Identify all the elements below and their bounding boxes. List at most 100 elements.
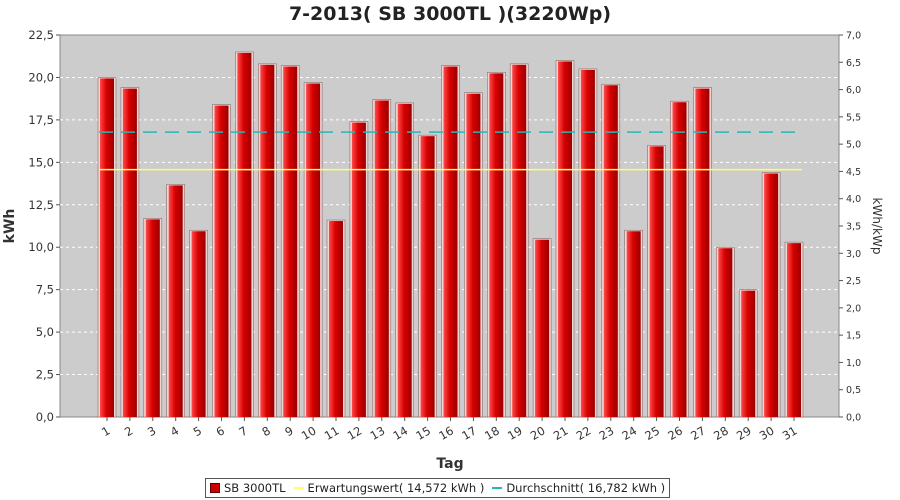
legend-item-average: Durchschnitt( 16,782 kWh ): [492, 481, 665, 495]
reference-lines: [99, 131, 802, 171]
x-tick-label: 24: [620, 423, 640, 442]
bar: [100, 78, 114, 417]
y-tick-label: 0,0: [36, 410, 54, 424]
bar: [764, 173, 779, 417]
bar: [626, 231, 641, 417]
y-right-tick-label: 1,5: [846, 331, 861, 342]
bar: [168, 185, 183, 417]
bar: [558, 61, 572, 417]
x-tick-label: 13: [368, 423, 388, 442]
legend-item-expected: Erwartungswert( 14,572 kWh ): [293, 481, 485, 495]
x-tick-label: 22: [574, 423, 594, 442]
bar: [351, 122, 366, 417]
bar: [214, 105, 229, 417]
bar: [718, 248, 733, 417]
y-tick-label: 20,0: [28, 70, 54, 84]
bar: [122, 88, 137, 418]
y-right-tick-label: 6,5: [846, 58, 861, 69]
bar: [741, 290, 756, 417]
x-tick-label: 1: [99, 423, 112, 439]
bar: [145, 219, 160, 417]
y-right-tick-label: 2,0: [846, 303, 861, 314]
legend: SB 3000TL Erwartungswert( 14,572 kWh ) D…: [205, 478, 671, 498]
legend-item-bars: SB 3000TL: [210, 481, 286, 495]
x-tick-label: 15: [413, 423, 433, 442]
y-axis-right: 0,0 0,5 1,0 1,5 2,0 2,5 3,0 3,5 4,0 4,5 5,0 5,5 6,0 6…: [839, 31, 861, 424]
x-tick-label: 5: [191, 423, 204, 439]
x-tick-label: 3: [145, 423, 158, 439]
x-tick-label: 29: [734, 423, 754, 442]
y-tick-label: 10,0: [28, 240, 54, 254]
bar: [420, 136, 435, 417]
y-tick-label: 15,0: [28, 155, 54, 169]
x-tick-label: 19: [505, 423, 525, 442]
y-tick-label: 2,5: [36, 368, 54, 382]
x-tick-label: 11: [322, 423, 342, 442]
x-tick-label: 6: [214, 423, 227, 439]
y-right-tick-label: 4,5: [846, 167, 861, 178]
y-right-tick-label: 7,0: [846, 31, 861, 42]
y-right-tick-label: 5,5: [846, 112, 861, 123]
x-tick-label: 31: [780, 423, 800, 442]
y-right-tick-label: 6,0: [846, 85, 861, 96]
y-right-tick-label: 3,5: [846, 222, 861, 233]
legend-swatch-expected: [293, 487, 304, 489]
y-axis-right-label: kWh/kWp: [870, 198, 884, 255]
legend-swatch-bars: [210, 483, 220, 493]
x-tick-label: 21: [551, 423, 571, 442]
y-right-tick-label: 5,0: [846, 140, 861, 151]
bar: [191, 231, 206, 417]
bar: [466, 93, 481, 418]
x-tick-label: 8: [259, 423, 272, 439]
y-tick-label: 17,5: [28, 113, 54, 127]
x-tick-label: 9: [282, 423, 295, 439]
bar: [580, 69, 595, 417]
bar: [603, 85, 618, 417]
bar: [787, 243, 801, 417]
bar: [489, 73, 504, 418]
y-right-tick-label: 3,0: [846, 249, 861, 260]
y-axis-label: kWh: [2, 209, 18, 244]
bar: [283, 66, 298, 417]
x-tick-label: 4: [168, 423, 181, 439]
x-tick-label: 14: [391, 423, 411, 442]
legend-label-expected: Erwartungswert( 14,572 kWh ): [307, 481, 485, 495]
y-tick-label: 22,5: [28, 28, 54, 42]
x-tick-label: 17: [459, 423, 479, 442]
x-tick-label: 18: [482, 423, 502, 442]
bar: [374, 100, 389, 417]
bar: [672, 102, 687, 418]
y-right-tick-label: 4,0: [846, 194, 861, 205]
y-right-tick-label: 1,0: [846, 358, 861, 369]
bar: [512, 64, 527, 418]
x-tick-label: 16: [436, 423, 456, 442]
y-right-tick-label: 0,5: [846, 385, 861, 396]
bar: [535, 239, 550, 417]
x-tick-label: 23: [597, 423, 617, 442]
x-tick-label: 20: [528, 423, 548, 442]
bar: [397, 103, 412, 418]
chart-title: 7-2013( SB 3000TL )(3220Wp): [289, 3, 611, 25]
bar: [443, 66, 458, 417]
y-tick-label: 5,0: [36, 325, 54, 339]
x-tick-label: 12: [345, 423, 365, 442]
y-right-tick-label: 0,0: [846, 413, 861, 424]
y-axis-left: 0,0 2,5 5,0 7,5 10,0 12,5 15,0 17,5 20,0 22,5: [28, 28, 60, 424]
x-tick-label: 7: [237, 423, 250, 439]
x-tick-label: 28: [711, 423, 731, 442]
legend-label-bars: SB 3000TL: [224, 481, 286, 495]
y-right-tick-label: 2,5: [846, 276, 861, 287]
x-tick-label: 27: [688, 423, 708, 442]
x-axis: 1 2 3 4 5 6 7 8 9 10 11 12 13 14 15 16 17 18 19 20 21 22 23 24 2…: [99, 417, 800, 443]
bar: [329, 221, 343, 417]
x-tick-label: 25: [642, 423, 662, 442]
legend-swatch-average: [492, 487, 503, 489]
legend-label-average: Durchschnitt( 16,782 kWh ): [506, 481, 666, 495]
y-tick-label: 12,5: [28, 198, 54, 212]
x-tick-label: 10: [299, 423, 319, 442]
bar: [695, 88, 710, 418]
x-axis-label: Tag: [436, 456, 463, 472]
bar: [260, 64, 275, 418]
y-tick-label: 7,5: [36, 283, 54, 297]
